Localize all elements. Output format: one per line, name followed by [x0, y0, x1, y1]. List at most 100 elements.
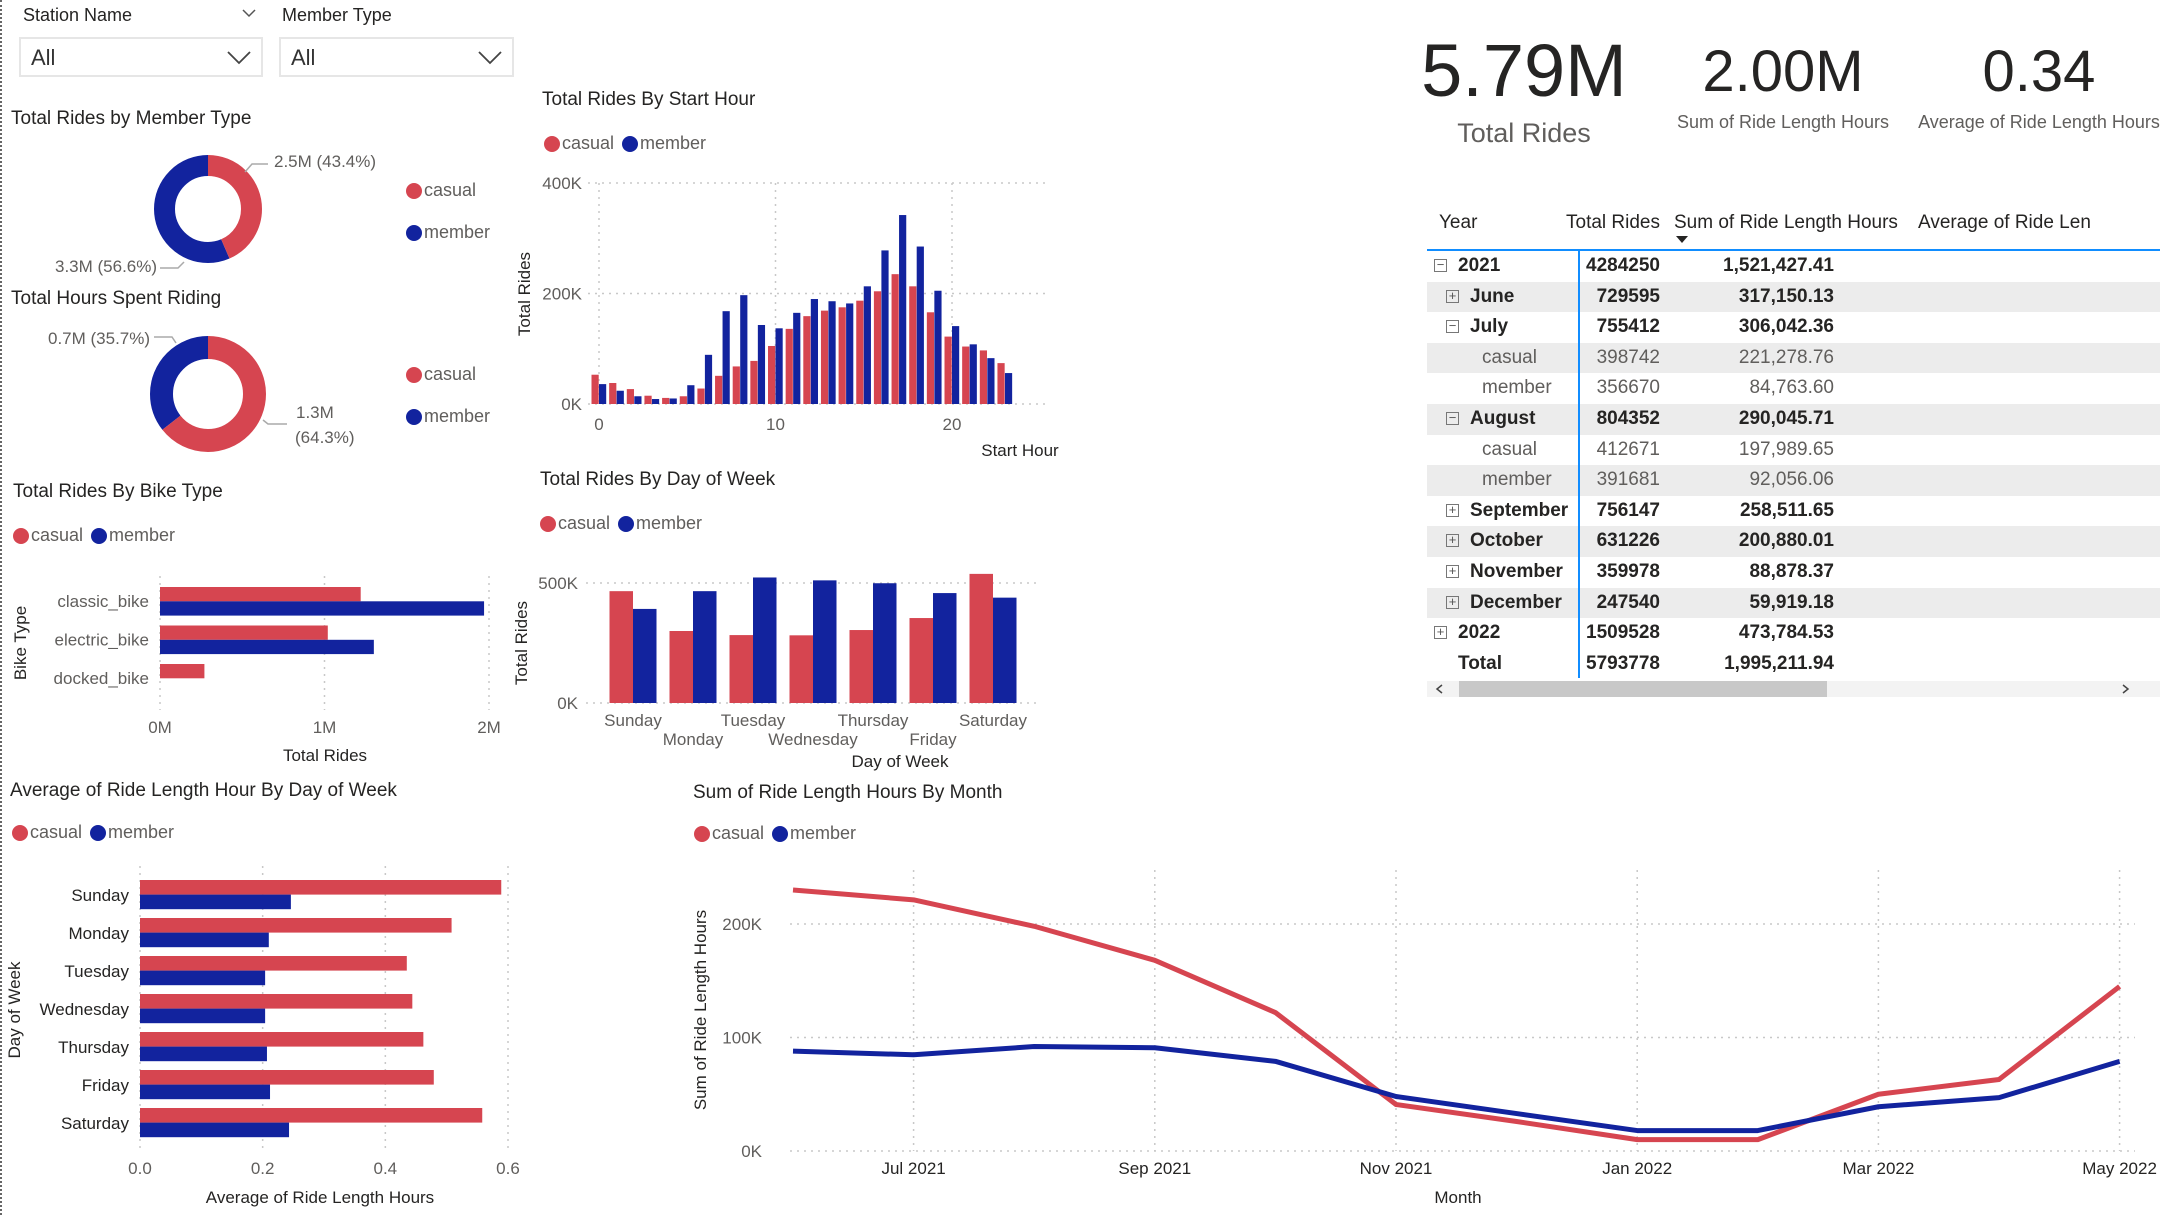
bar-casual[interactable] — [679, 396, 687, 404]
legend-item-member[interactable]: member — [622, 133, 706, 154]
bar-member[interactable] — [616, 390, 624, 404]
expand-plus-icon[interactable]: + — [1434, 625, 1447, 640]
bar-member[interactable] — [863, 286, 871, 404]
line-casual[interactable] — [792, 887, 2122, 1143]
bar-casual[interactable] — [715, 375, 723, 404]
chevron-down-icon[interactable] — [242, 8, 256, 18]
bar-casual[interactable] — [732, 366, 740, 404]
column-header-avg-hours[interactable]: Average of Ride Len — [1918, 212, 2091, 233]
column-header-total-rides[interactable]: Total Rides — [1566, 212, 1660, 233]
bar-member[interactable] — [160, 601, 485, 616]
bar-member[interactable] — [651, 399, 660, 404]
bar-member[interactable] — [753, 577, 777, 703]
bar-member[interactable] — [599, 384, 607, 404]
bar-casual[interactable] — [750, 360, 758, 404]
bar-casual[interactable] — [609, 591, 634, 703]
legend-item-member[interactable]: member — [618, 513, 702, 534]
bar-member[interactable] — [899, 215, 907, 404]
donut-slice-casual[interactable] — [154, 155, 262, 263]
bar-casual[interactable] — [729, 635, 754, 703]
scrollbar-thumb[interactable] — [1459, 681, 1827, 697]
bar-member[interactable] — [722, 311, 730, 404]
bar-member[interactable] — [810, 299, 818, 404]
legend-item-member[interactable]: member — [406, 406, 490, 427]
bar-member[interactable] — [793, 312, 801, 404]
bar-member[interactable] — [813, 580, 837, 703]
bar-casual[interactable] — [944, 336, 952, 404]
bar-casual[interactable] — [160, 587, 361, 602]
bar-member[interactable] — [740, 295, 748, 404]
table-row[interactable]: + December 247540 59,919.18 — [1427, 587, 2160, 619]
bar-member[interactable] — [993, 597, 1017, 703]
collapse-minus-icon[interactable]: − — [1446, 411, 1459, 425]
table-row[interactable]: member 391681 92,056.06 — [1427, 465, 2160, 496]
chevron-left-icon[interactable] — [1435, 684, 1443, 694]
bar-casual[interactable] — [873, 291, 882, 404]
bar-casual[interactable] — [140, 1070, 434, 1085]
bar-casual[interactable] — [909, 618, 934, 703]
bar-casual[interactable] — [838, 307, 846, 404]
legend-item-casual[interactable]: casual — [12, 822, 82, 843]
bar-casual[interactable] — [856, 300, 864, 404]
table-row[interactable]: − August 804352 290,045.71 — [1427, 404, 2160, 435]
bar-member[interactable] — [934, 290, 942, 404]
bar-member[interactable] — [881, 250, 889, 404]
bar-member[interactable] — [633, 608, 657, 703]
bar-member[interactable] — [828, 301, 836, 404]
column-header-year[interactable]: Year — [1439, 212, 1478, 233]
bar-casual[interactable] — [591, 374, 599, 404]
bar-casual[interactable] — [820, 310, 829, 404]
table-row[interactable]: casual 398742 221,278.76 — [1427, 342, 2160, 374]
table-row[interactable]: + November 359978 88,878.37 — [1427, 557, 2160, 588]
bar-casual[interactable] — [785, 328, 793, 404]
collapse-minus-icon[interactable]: − — [1446, 319, 1459, 334]
expand-plus-icon[interactable]: + — [1446, 595, 1459, 609]
legend-item-casual[interactable]: casual — [406, 364, 476, 385]
bar-casual[interactable] — [644, 395, 652, 404]
bar-casual[interactable] — [803, 316, 811, 404]
bar-casual[interactable] — [140, 994, 413, 1009]
legend-item-casual[interactable]: casual — [13, 525, 83, 546]
bar-member[interactable] — [140, 894, 291, 910]
bar-member[interactable] — [140, 1008, 266, 1024]
bar-member[interactable] — [634, 396, 642, 404]
donut-slice-casual[interactable] — [150, 336, 266, 452]
station-name-dropdown[interactable]: All — [19, 37, 263, 77]
bar-member[interactable] — [140, 1046, 267, 1062]
expand-plus-icon[interactable]: + — [1446, 564, 1459, 578]
bar-casual[interactable] — [626, 389, 634, 404]
table-row[interactable]: + June 729595 317,150.13 — [1427, 281, 2160, 313]
bar-casual[interactable] — [140, 918, 452, 933]
bar-member[interactable] — [933, 593, 957, 703]
legend-item-member[interactable]: member — [772, 823, 856, 844]
bar-casual[interactable] — [140, 1032, 424, 1047]
bar-casual[interactable] — [979, 350, 987, 404]
bar-member[interactable] — [704, 354, 713, 404]
column-header-sum-hours[interactable]: Sum of Ride Length Hours — [1674, 212, 1898, 233]
legend-item-member[interactable]: member — [91, 525, 175, 546]
bar-casual[interactable] — [962, 346, 970, 404]
bar-member[interactable] — [140, 970, 266, 986]
legend-item-casual[interactable]: casual — [540, 513, 610, 534]
bar-member[interactable] — [140, 932, 269, 948]
table-row[interactable]: casual 412671 197,989.65 — [1427, 435, 2160, 466]
line-member[interactable] — [792, 1044, 2121, 1134]
table-row[interactable]: Total 5793778 1,995,211.94 — [1427, 649, 2160, 680]
table-row[interactable]: + October 631226 200,880.01 — [1427, 526, 2160, 557]
bar-member[interactable] — [916, 246, 924, 404]
chevron-right-icon[interactable] — [2122, 684, 2130, 694]
bar-member[interactable] — [693, 591, 717, 703]
bar-member[interactable] — [873, 583, 897, 703]
bar-casual[interactable] — [926, 312, 935, 404]
table-row[interactable]: member 356670 84,763.60 — [1427, 373, 2160, 404]
legend-item-casual[interactable]: casual — [694, 823, 764, 844]
table-row[interactable]: − July 755412 306,042.36 — [1427, 312, 2160, 343]
bar-member[interactable] — [669, 398, 677, 404]
bar-member[interactable] — [846, 303, 854, 404]
bar-casual[interactable] — [669, 631, 694, 703]
bar-member[interactable] — [969, 344, 977, 404]
bar-casual[interactable] — [140, 1108, 483, 1123]
bar-member[interactable] — [140, 1084, 271, 1100]
bar-member[interactable] — [1004, 373, 1013, 404]
bar-member[interactable] — [952, 326, 960, 404]
